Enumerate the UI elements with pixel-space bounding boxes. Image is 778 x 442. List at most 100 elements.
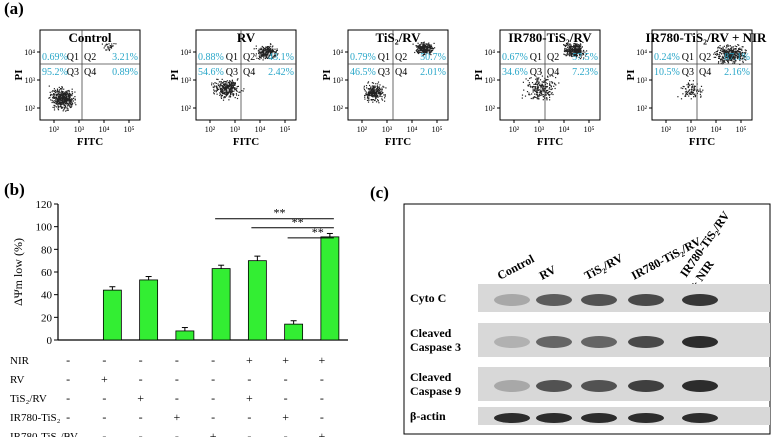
- pct-q3: 54.6%: [198, 67, 224, 78]
- x-tick-label: 10²: [49, 125, 60, 134]
- plot-frame: [651, 29, 753, 121]
- protein-label: Caspase 9: [410, 384, 461, 398]
- treatment-mark: -: [320, 410, 324, 424]
- band: [581, 380, 617, 392]
- y-tick-label: 10²: [485, 104, 496, 113]
- y-tick-label: 100: [36, 222, 53, 234]
- treatment-mark: -: [175, 353, 179, 367]
- y-axis-label: PI: [169, 70, 181, 81]
- treatment-mark: -: [284, 429, 288, 437]
- significance-mark: **: [292, 215, 304, 229]
- treatment-mark: +: [246, 391, 253, 405]
- band: [682, 380, 718, 392]
- panel-c-label: (c): [370, 183, 389, 202]
- pct-q3: 34.6%: [502, 67, 528, 78]
- pct-q1: 0.24%: [654, 52, 680, 63]
- quadrant-q2: Q2: [547, 52, 559, 63]
- x-tick-label: 10⁴: [711, 125, 722, 134]
- mito-potential-bar-chart: 0 20 40 60 80 100 120 ΔΨm low (%) ** ** ** NIR - - - - -…: [10, 199, 348, 437]
- protein-label: Cyto C: [410, 291, 446, 305]
- treatment-mark: +: [137, 391, 144, 405]
- y-tick-label: 40: [41, 290, 53, 302]
- x-tick-label: 10⁵: [432, 125, 443, 134]
- quadrant-q4: Q4: [84, 67, 96, 78]
- treatment-mark: -: [175, 372, 179, 386]
- quadrant-q2: Q2: [84, 52, 96, 63]
- band: [628, 294, 664, 306]
- scatter-points: [677, 44, 747, 100]
- y-axis-label: ΔΨm low (%): [11, 238, 25, 306]
- quadrant-q3: Q3: [378, 67, 390, 78]
- treatment-mark: -: [139, 429, 143, 437]
- band: [581, 413, 617, 423]
- treatment-label: IR780-TiS₂/RV: [10, 431, 78, 437]
- pct-q4: 2.01%: [420, 67, 446, 78]
- band: [682, 413, 718, 423]
- y-axis-label: PI: [13, 70, 25, 81]
- treatment-mark: +: [101, 372, 108, 386]
- x-tick-label: 10³: [534, 125, 545, 134]
- scatter-points: [363, 41, 436, 104]
- treatment-mark: -: [66, 372, 70, 386]
- bar-8: [320, 236, 340, 341]
- treatment-mark: -: [211, 353, 215, 367]
- band: [536, 413, 572, 423]
- y-axis-label: PI: [473, 70, 485, 81]
- treatment-mark: +: [173, 410, 180, 424]
- treatment-mark: +: [210, 429, 217, 437]
- pct-q1: 0.69%: [42, 52, 68, 63]
- bar-7: [284, 323, 304, 341]
- x-tick-label: 10⁴: [255, 125, 266, 134]
- x-axis-label: FITC: [385, 136, 411, 148]
- pct-q2: 87.1%: [724, 52, 750, 63]
- x-tick-label: 10²: [357, 125, 368, 134]
- bar-5: [211, 268, 231, 341]
- panel-a-label: (a): [4, 0, 24, 18]
- plot-title: RV: [237, 30, 256, 45]
- x-axis-label: FITC: [77, 136, 103, 148]
- x-tick-label: 10²: [509, 125, 520, 134]
- bar-4: [175, 330, 195, 341]
- treatment-mark: +: [282, 410, 289, 424]
- x-axis-label: FITC: [537, 136, 563, 148]
- band: [494, 380, 530, 392]
- y-tick-label: 10⁴: [332, 48, 343, 57]
- y-tick-label: 10³: [333, 76, 344, 85]
- treatment-mark: -: [320, 391, 324, 405]
- treatment-mark: -: [102, 391, 106, 405]
- quadrant-q3: Q3: [682, 67, 694, 78]
- x-tick-label: 10⁵: [280, 125, 291, 134]
- treatment-label: RV: [10, 374, 24, 386]
- quadrant-q2: Q2: [395, 52, 407, 63]
- x-tick-label: 10⁴: [99, 125, 110, 134]
- significance-mark: **: [312, 225, 324, 239]
- band: [536, 380, 572, 392]
- y-tick-label: 10³: [25, 76, 36, 85]
- plot-title: IR780-TiS₂/RV + NIR: [646, 30, 768, 45]
- significance-mark: **: [274, 206, 286, 220]
- x-tick-label: 10³: [686, 125, 697, 134]
- treatment-mark: -: [175, 391, 179, 405]
- treatment-mark: -: [284, 391, 288, 405]
- treatment-mark: -: [320, 372, 324, 386]
- pct-q1: 0.79%: [350, 52, 376, 63]
- pct-q4: 2.42%: [268, 67, 294, 78]
- treatment-mark: -: [66, 353, 70, 367]
- plot-frame: [499, 29, 601, 121]
- pct-q3: 95.2%: [42, 67, 68, 78]
- flow-plot-3: TiS₂/RV Q1 Q2 Q3 Q4 0.79% 50.7% 46.5% 2.01% 10² 10…: [321, 29, 449, 148]
- y-tick-label: 10²: [637, 104, 648, 113]
- plot-frame: [195, 29, 297, 121]
- y-tick-label: 80: [41, 244, 53, 256]
- quadrant-q4: Q4: [395, 67, 407, 78]
- treatment-mark: -: [102, 353, 106, 367]
- quadrant-q1: Q1: [226, 52, 238, 63]
- band: [536, 294, 572, 306]
- plot-title: TiS₂/RV: [375, 30, 421, 45]
- pct-q2: 57.5%: [572, 52, 598, 63]
- y-tick-label: 10³: [181, 76, 192, 85]
- pct-q2: 50.7%: [420, 52, 446, 63]
- quadrant-q1: Q1: [378, 52, 390, 63]
- treatment-label: TiS₂/RV: [10, 393, 47, 405]
- y-tick-label: 20: [41, 312, 53, 324]
